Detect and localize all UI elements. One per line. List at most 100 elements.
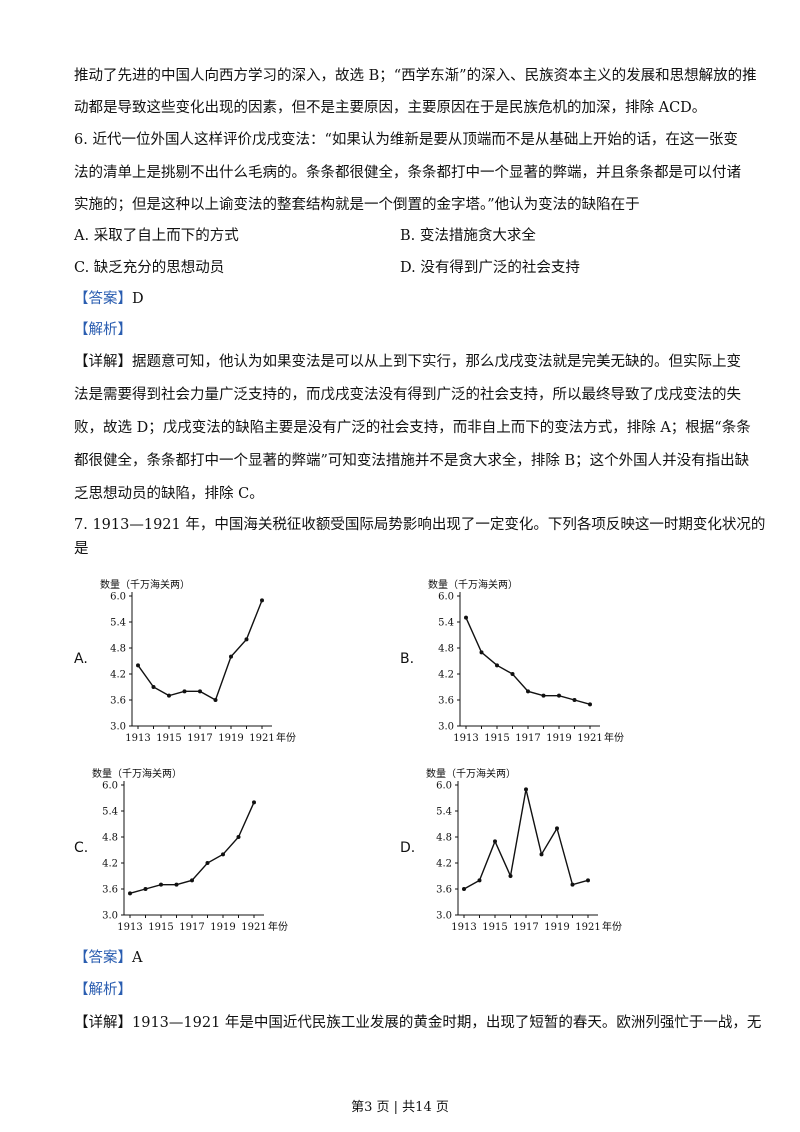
q6-detail-line: 乏思想动员的缺陷，排除 C。 — [74, 486, 264, 502]
q6-analysis-tag: 【解析】 — [74, 322, 132, 338]
detail-tag: 【详解】 — [74, 354, 132, 370]
data-point — [555, 826, 559, 831]
x-tick-label: 1917 — [515, 733, 540, 744]
x-axis-label: 年份 — [268, 920, 288, 933]
y-tick-label: 6.0 — [436, 781, 452, 792]
y-tick-label: 3.0 — [438, 722, 454, 733]
x-tick-label: 1913 — [453, 733, 478, 744]
chart-option-label: D. — [400, 840, 416, 856]
x-tick-label: 1917 — [187, 733, 212, 744]
y-tick-label: 4.2 — [110, 670, 126, 681]
x-tick-label: 1919 — [544, 922, 569, 933]
data-point — [190, 878, 194, 883]
q6-option-d: D. 没有得到广泛的社会支持 — [400, 260, 580, 276]
data-point — [167, 693, 171, 698]
x-tick-label: 1917 — [179, 922, 204, 933]
y-tick-label: 3.0 — [102, 911, 118, 922]
y-tick-label: 4.2 — [438, 670, 454, 681]
y-axis-label: 数量（千万海关两） — [100, 578, 190, 591]
question-6-stem: 法的清单上是挑剔不出什么毛病的。条条都很健全，条条都打中一个显著的弊端，并且条条… — [74, 165, 741, 181]
y-axis-label: 数量（千万海关两） — [428, 578, 518, 591]
question-7-stem: 7. 1913—1921 年，中国海关税征收额受国际局势影响出现了一定变化。下列… — [74, 517, 766, 533]
x-axis-label: 年份 — [602, 920, 622, 933]
q6-detail-line: 【详解】据题意可知，他认为如果变法是可以从上到下实行，那么戊戌变法就是完美无缺的… — [74, 352, 741, 372]
y-axis-label: 数量（千万海关两） — [92, 767, 182, 780]
data-point — [198, 689, 202, 694]
y-tick-label: 3.6 — [110, 696, 126, 707]
chart-c: 数量（千万海关两） 3.0 3.6 4.2 4.8 5.4 6.0 1913 1915 1917 1… — [92, 767, 288, 933]
detail-text: 1913—1921 年是中国近代民族工业发展的黄金时期，出现了短暂的春天。欧洲列… — [132, 1015, 762, 1031]
data-point — [493, 839, 497, 844]
x-tick-label: 1921 — [241, 922, 266, 933]
detail-tag: 【详解】 — [74, 1015, 132, 1031]
data-point — [572, 698, 577, 702]
question-6-stem: 实施的；但是这种以上谕变法的整套结构就是一个倒置的金字塔。”他认为变法的缺陷在于 — [74, 197, 640, 213]
q6-option-c: C. 缺乏充分的思想动员 — [74, 260, 225, 276]
q6-option-a: A. 采取了自上而下的方式 — [74, 228, 239, 244]
detail-text: 据题意可知，他认为如果变法是可以从上到下实行，那么戊戌变法就是完美无缺的。但实际… — [132, 354, 741, 370]
question-7-stem: 是 — [74, 541, 89, 557]
data-point — [143, 887, 148, 891]
q7-analysis-tag: 【解析】 — [74, 982, 132, 998]
y-tick-label: 3.0 — [110, 722, 126, 733]
answer-tag: 【答案】 — [74, 291, 132, 307]
chart-d: 数量（千万海关两） 3.0 3.6 4.2 4.8 5.4 6.0 1913 1915 1917 1… — [426, 767, 622, 933]
x-tick-label: 1915 — [484, 733, 509, 744]
data-point — [508, 874, 513, 878]
page-footer: 第3 页 | 共14 页 — [351, 1100, 449, 1115]
y-tick-label: 6.0 — [438, 592, 454, 603]
chart-b: 数量（千万海关两） 3.0 3.6 4.2 4.8 5.4 6.0 1913 1915 1917 1… — [428, 578, 624, 744]
x-tick-label: 1921 — [249, 733, 274, 744]
y-tick-label: 5.4 — [110, 618, 126, 629]
data-point — [182, 689, 187, 694]
y-tick-label: 5.4 — [436, 807, 452, 818]
x-tick-label: 1921 — [575, 922, 600, 933]
data-point — [174, 882, 179, 887]
chart-a: 数量（千万海关两） 3.0 3.6 4.2 4.8 5.4 6.0 1913 1915 1917 1… — [100, 578, 296, 744]
x-tick-label: 1913 — [451, 922, 476, 933]
q7-detail-line: 【详解】1913—1921 年是中国近代民族工业发展的黄金时期，出现了短暂的春天… — [74, 1013, 761, 1033]
data-point — [526, 689, 530, 694]
x-axis-label: 年份 — [604, 731, 624, 744]
q6-detail-line: 都很健全，条条都打中一个显著的弊端”可知变法措施并不是贪大求全，排除 B；这个外… — [74, 453, 750, 469]
y-tick-label: 3.6 — [438, 696, 454, 707]
text-line: 推动了先进的中国人向西方学习的深入，故选 B；“西学东渐”的深入、民族资本主义的… — [74, 68, 757, 84]
x-tick-label: 1913 — [125, 733, 150, 744]
q6-detail-line: 败，故选 D；戊戌变法的缺陷主要是没有广泛的社会支持，而非自上而下的变法方式，排… — [74, 420, 751, 436]
data-point — [221, 852, 225, 857]
x-tick-label: 1919 — [218, 733, 243, 744]
y-tick-label: 6.0 — [102, 781, 118, 792]
y-tick-label: 4.8 — [436, 833, 452, 844]
q7-answer: 【答案】A — [74, 948, 142, 968]
data-point — [244, 637, 249, 642]
data-point — [524, 787, 528, 792]
data-point — [128, 891, 132, 896]
data-point — [479, 650, 484, 655]
data-point — [539, 852, 544, 857]
data-point — [495, 663, 499, 668]
text-line: 动都是导致这些变化出现的因素，但不是主要原因，主要原因在于是民族危机的加深，排除… — [74, 100, 707, 116]
x-tick-label: 1915 — [148, 922, 173, 933]
series-line — [137, 600, 263, 702]
data-point — [205, 861, 210, 865]
q6-answer: 【答案】D — [74, 289, 144, 309]
x-tick-label: 1919 — [546, 733, 571, 744]
y-tick-label: 3.6 — [102, 885, 118, 896]
x-tick-label: 1921 — [577, 733, 602, 744]
data-point — [588, 702, 592, 707]
x-tick-label: 1915 — [482, 922, 507, 933]
y-tick-label: 5.4 — [102, 807, 118, 818]
x-axis-label: 年份 — [276, 731, 296, 744]
y-tick-label: 4.2 — [436, 859, 452, 870]
q6-option-b: B. 变法措施贪大求全 — [400, 228, 536, 244]
x-tick-label: 1915 — [156, 733, 181, 744]
x-tick-label: 1913 — [117, 922, 142, 933]
answer-value: A — [132, 950, 143, 966]
data-point — [557, 693, 561, 698]
data-point — [570, 882, 575, 887]
series-line — [463, 789, 589, 890]
q6-detail-line: 法是需要得到社会力量广泛支持的，而戊戌变法没有得到广泛的社会支持，所以最终导致了… — [74, 387, 741, 403]
data-point — [462, 887, 466, 891]
data-point — [136, 663, 140, 668]
y-tick-label: 4.8 — [438, 644, 454, 655]
